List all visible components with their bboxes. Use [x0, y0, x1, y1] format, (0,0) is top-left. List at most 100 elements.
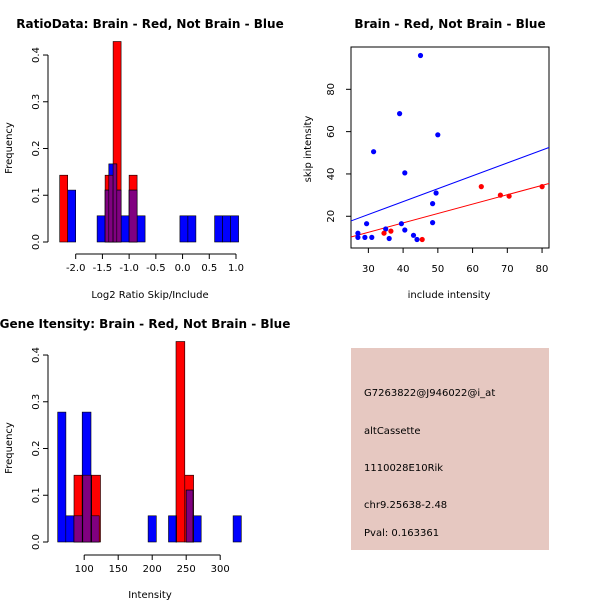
- intensity-histogram-bars: [57, 341, 242, 543]
- not-brain-point-6: [386, 235, 392, 242]
- ratio-histogram-axes: -2.0 -1.5 -1.0 -0.5 0.0 0.5 1.0 0.0 0.1 0.2 0.3 0.4: [31, 47, 244, 274]
- not-brain-point-0: [355, 234, 361, 240]
- y-tick-label: 80: [326, 83, 337, 96]
- not-brain-point-9: [410, 232, 417, 238]
- scatter-plot-box: [350, 46, 550, 249]
- overlap-bar-4-8: [192, 515, 194, 543]
- not-brain-point-15: [430, 201, 436, 207]
- y-tick-label: 60: [326, 125, 337, 138]
- intensity-histogram-xlabel: Intensity: [128, 590, 172, 600]
- overlap-bar-2-4: [91, 515, 100, 543]
- x-tick-label: -1.5: [93, 263, 113, 274]
- not-brain-bar-11: [222, 215, 231, 243]
- brain-point-0: [381, 230, 387, 236]
- not-brain-point-1: [355, 230, 361, 236]
- not-brain-point-2: [362, 234, 368, 240]
- x-tick-label: 30: [362, 264, 375, 275]
- info-panel: G7263822@J946022@i_at altCassette 111002…: [351, 348, 549, 550]
- x-tick-label: 100: [75, 564, 94, 575]
- ratio-histogram-bars: [59, 41, 239, 243]
- overlap-bar-4-7: [185, 489, 194, 543]
- not-brain-bar-8: [192, 515, 202, 543]
- x-tick-label: 0.0: [175, 263, 191, 274]
- not-brain-point-17: [433, 190, 439, 196]
- not-brain-bar-10: [214, 215, 223, 243]
- x-tick-label: -2.0: [66, 263, 86, 274]
- event-type: altCassette: [364, 426, 421, 437]
- not-brain-point-12: [397, 111, 403, 117]
- scatter-ylabel: skip intensity: [303, 116, 314, 183]
- not-brain-point-10: [414, 236, 420, 243]
- intensity-histogram-axes: 100 150 200 250 300 0.0 0.1 0.2 0.3 0.4: [31, 347, 230, 575]
- not-brain-fit-line: [350, 147, 550, 222]
- not-brain-bar-1: [65, 515, 75, 543]
- overlap-bar-1-2: [82, 474, 92, 543]
- not-brain-bar-5: [147, 515, 157, 543]
- not-brain-point-5: [383, 226, 389, 232]
- gene-intensity-histogram-panel: Gene Itensity: Brain - Red, Not Brain - …: [0, 317, 290, 600]
- scatter-xlabel: include intensity: [408, 290, 491, 301]
- y-tick-label: 0.2: [31, 441, 42, 457]
- y-tick-label: 0.4: [31, 347, 42, 363]
- info-background: [351, 348, 549, 550]
- intensity-histogram-title: Gene Itensity: Brain - Red, Not Brain - …: [0, 317, 290, 331]
- y-tick-label: 0.3: [31, 394, 42, 410]
- x-tick-label: 80: [536, 264, 549, 275]
- brain-bar-0: [59, 174, 69, 243]
- x-tick-label: 40: [397, 264, 410, 275]
- x-tick-label: 50: [431, 264, 444, 275]
- gene-name: 1110028E10Rik: [364, 463, 443, 474]
- x-tick-label: 200: [143, 564, 162, 575]
- x-tick-label: 250: [177, 564, 196, 575]
- genomic-location: chr9.25638-2.48: [364, 500, 447, 511]
- probe-id: G7263822@J946022@i_at: [364, 388, 495, 399]
- y-tick-label: 0.2: [31, 141, 42, 157]
- x-tick-label: -1.0: [119, 263, 139, 274]
- brain-point-1: [388, 228, 394, 234]
- ratio-histogram-title: RatioData: Brain - Red, Not Brain - Blue: [16, 17, 283, 31]
- y-tick-label: 0.0: [31, 234, 42, 250]
- not-brain-bar-8: [179, 215, 189, 243]
- overlap-bar-1-7: [108, 174, 114, 243]
- not-brain-point-8: [402, 227, 408, 233]
- scatter-axes: 30 40 50 60 70 80 20 40 60 80: [326, 83, 548, 275]
- x-tick-label: 1.0: [228, 263, 244, 274]
- brain-point-3: [478, 184, 484, 190]
- scatter-fit-lines: [350, 147, 550, 238]
- not-brain-bar-9: [232, 515, 242, 543]
- not-brain-point-18: [435, 132, 441, 138]
- not-brain-point-14: [417, 52, 424, 59]
- ratio-histogram-panel: RatioData: Brain - Red, Not Brain - Blue…: [4, 17, 284, 301]
- ratio-histogram-ylabel: Frequency: [4, 122, 15, 174]
- ratio-histogram-xlabel: Log2 Ratio Skip/Include: [91, 290, 208, 301]
- brain-point-4: [497, 192, 503, 198]
- not-brain-point-16: [430, 220, 436, 226]
- y-tick-label: 0.1: [31, 487, 42, 503]
- brain-point-6: [539, 184, 545, 190]
- not-brain-point-11: [371, 149, 377, 155]
- overlap-bar-2-7: [112, 163, 118, 243]
- not-brain-bar-9: [187, 215, 197, 243]
- brain-point-2: [419, 236, 425, 243]
- not-brain-point-4: [364, 221, 370, 227]
- y-tick-label: 0.4: [31, 47, 42, 63]
- not-brain-point-3: [369, 234, 375, 240]
- not-brain-point-7: [398, 221, 404, 227]
- y-tick-label: 20: [326, 210, 337, 223]
- not-brain-bar-6: [168, 515, 177, 543]
- overlap-bar-0-3: [73, 515, 83, 543]
- y-tick-label: 0.1: [31, 187, 42, 203]
- x-tick-label: 300: [211, 564, 230, 575]
- intensity-scatter-panel: Brain - Red, Not Brain - Blue 30 40 50 60 70…: [303, 17, 550, 301]
- not-brain-bar-6: [136, 215, 146, 243]
- not-brain-bar-0: [57, 411, 67, 543]
- brain-point-5: [506, 193, 512, 199]
- not-brain-point-13: [402, 170, 408, 176]
- x-tick-label: 0.5: [201, 263, 217, 274]
- x-tick-label: 70: [501, 264, 514, 275]
- intensity-histogram-ylabel: Frequency: [4, 422, 15, 474]
- not-brain-bar-0: [67, 189, 76, 243]
- scatter-points: [355, 52, 545, 243]
- overlap-bar-3-6: [175, 515, 177, 543]
